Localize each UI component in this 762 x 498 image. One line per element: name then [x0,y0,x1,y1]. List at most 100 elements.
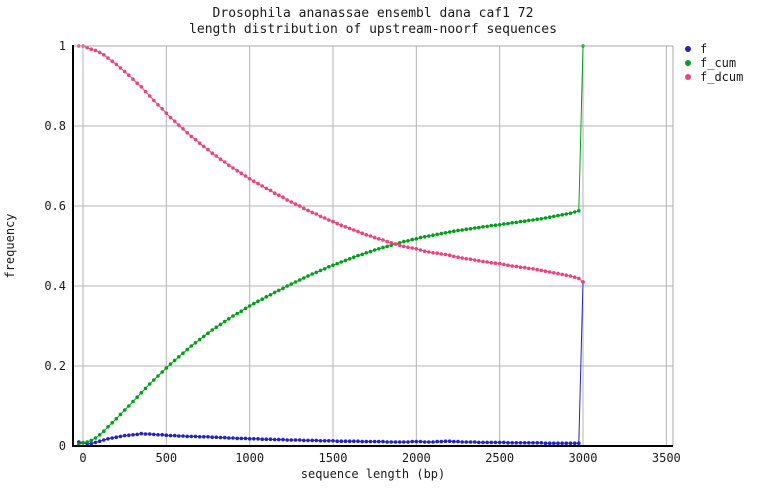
data-point [514,220,519,225]
data-point [185,131,189,135]
data-point [489,440,494,445]
data-point [131,433,135,437]
data-point [197,141,202,145]
data-point [385,239,390,244]
x-tick-label: 2000 [402,451,431,465]
data-point [85,45,89,50]
data-point [372,439,377,444]
data-point [418,248,423,252]
data-point [556,213,560,218]
data-point [110,421,114,425]
x-axis-label: sequence length (bp) [301,467,446,481]
data-point [535,267,539,272]
data-point [360,231,365,235]
data-point [268,188,273,193]
data-point [477,259,481,263]
data-point [343,225,348,229]
data-point [322,439,327,443]
data-point [152,432,156,437]
data-point [181,127,185,131]
data-point [414,237,419,241]
data-point [122,433,127,438]
data-point [264,295,269,299]
data-point [222,319,227,324]
data-point [439,439,444,444]
data-point [272,191,277,195]
data-point [243,306,248,311]
data-point [485,440,490,445]
data-point [235,311,239,316]
data-point [264,437,269,442]
data-point [202,144,206,149]
data-point [397,440,402,444]
data-point [97,439,102,444]
data-point [414,439,419,444]
data-point [522,219,527,223]
data-point [152,98,156,103]
data-point [310,438,315,443]
data-point [472,440,477,444]
data-point [435,232,440,237]
data-point [422,235,427,239]
data-point [335,439,340,444]
data-point [164,111,169,115]
data-point [547,441,552,446]
data-point [239,171,244,175]
data-point [135,395,139,400]
data-point [289,438,294,442]
data-point [364,439,369,444]
data-point [114,417,119,421]
data-point [410,439,415,444]
legend-label-f-dcum: f_dcum [700,70,743,84]
data-point [277,193,281,197]
data-point [368,234,373,238]
y-tick-label: 0.6 [44,199,66,213]
data-point [89,441,94,446]
data-point [464,440,469,444]
data-point [543,441,548,446]
data-point [285,284,290,288]
data-point [572,210,577,214]
data-point [222,160,227,164]
legend: f f_cum f_dcum [685,42,743,84]
data-point [247,437,252,441]
x-tick-label: 2500 [485,451,514,465]
data-point [343,258,348,263]
data-point [135,432,139,437]
data-point [514,264,519,269]
data-point [197,435,202,439]
data-point [318,268,323,273]
data-point [539,268,544,273]
data-point [302,276,306,280]
y-tick-label: 0.8 [44,119,66,133]
data-point [393,242,398,246]
data-point [510,221,514,225]
data-point [177,123,181,127]
data-point [577,276,581,281]
data-point [193,341,198,345]
data-point [456,255,460,259]
x-tick-label: 0 [79,451,86,465]
data-point [139,391,144,395]
data-point [197,337,202,342]
data-point [327,265,331,269]
data-point [531,218,535,222]
data-point [422,440,427,444]
data-point [252,179,256,183]
data-point [131,77,135,81]
data-point [260,437,265,442]
data-point [431,440,435,444]
data-point [256,437,260,441]
data-point [185,434,189,439]
data-point [114,435,119,440]
data-point [497,440,502,445]
data-point [231,436,235,440]
data-point [393,440,398,444]
data-point [443,439,448,444]
data-point [460,440,465,444]
data-point [560,441,564,446]
data-point [318,214,323,219]
data-point [93,436,98,440]
data-point [397,243,402,247]
